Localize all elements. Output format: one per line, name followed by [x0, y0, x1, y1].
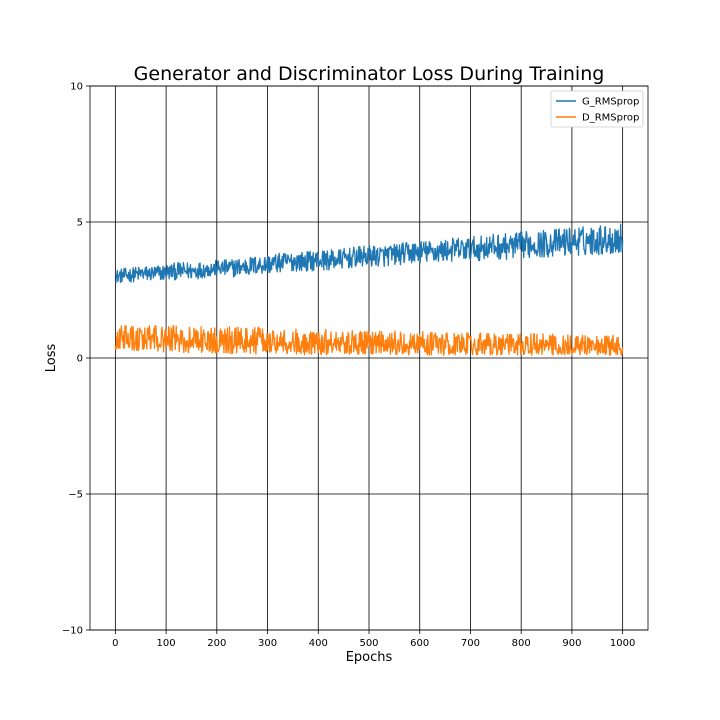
x-tick-label: 100 — [157, 638, 176, 649]
grid — [90, 85, 648, 631]
x-tick-label: 900 — [562, 638, 581, 649]
y-axis-label: Loss — [44, 344, 59, 373]
x-tick-label: 700 — [461, 638, 480, 649]
y-axis-ticks: −10 −5 0 5 10 — [62, 82, 90, 637]
x-tick-label: 500 — [359, 638, 378, 649]
legend-label-g-rmsprop: G_RMSprop — [582, 97, 639, 108]
x-tick-label: 300 — [258, 638, 277, 649]
y-tick-label: 10 — [70, 82, 83, 93]
x-axis-ticks: 0 100 200 300 400 500 600 700 800 900 1000 — [112, 630, 635, 649]
series-line-d-rmsprop — [114, 325, 624, 356]
legend-label-d-rmsprop: D_RMSprop — [582, 113, 639, 124]
y-tick-label: −5 — [68, 490, 83, 501]
x-tick-label: 800 — [512, 638, 531, 649]
x-axis-label: Epochs — [346, 650, 393, 665]
x-tick-label: 1000 — [610, 638, 635, 649]
series-lines — [114, 223, 624, 356]
x-tick-label: 200 — [207, 638, 226, 649]
chart-title: Generator and Discriminator Loss During … — [134, 63, 605, 85]
y-tick-label: 0 — [77, 354, 83, 365]
legend: G_RMSprop D_RMSprop — [550, 90, 644, 128]
series-line-g-rmsprop — [115, 223, 624, 284]
x-tick-label: 400 — [309, 638, 328, 649]
x-tick-label: 0 — [112, 638, 118, 649]
x-tick-label: 600 — [410, 638, 429, 649]
y-tick-label: −10 — [62, 626, 83, 637]
y-tick-label: 5 — [77, 218, 83, 229]
legend-box — [550, 90, 644, 128]
